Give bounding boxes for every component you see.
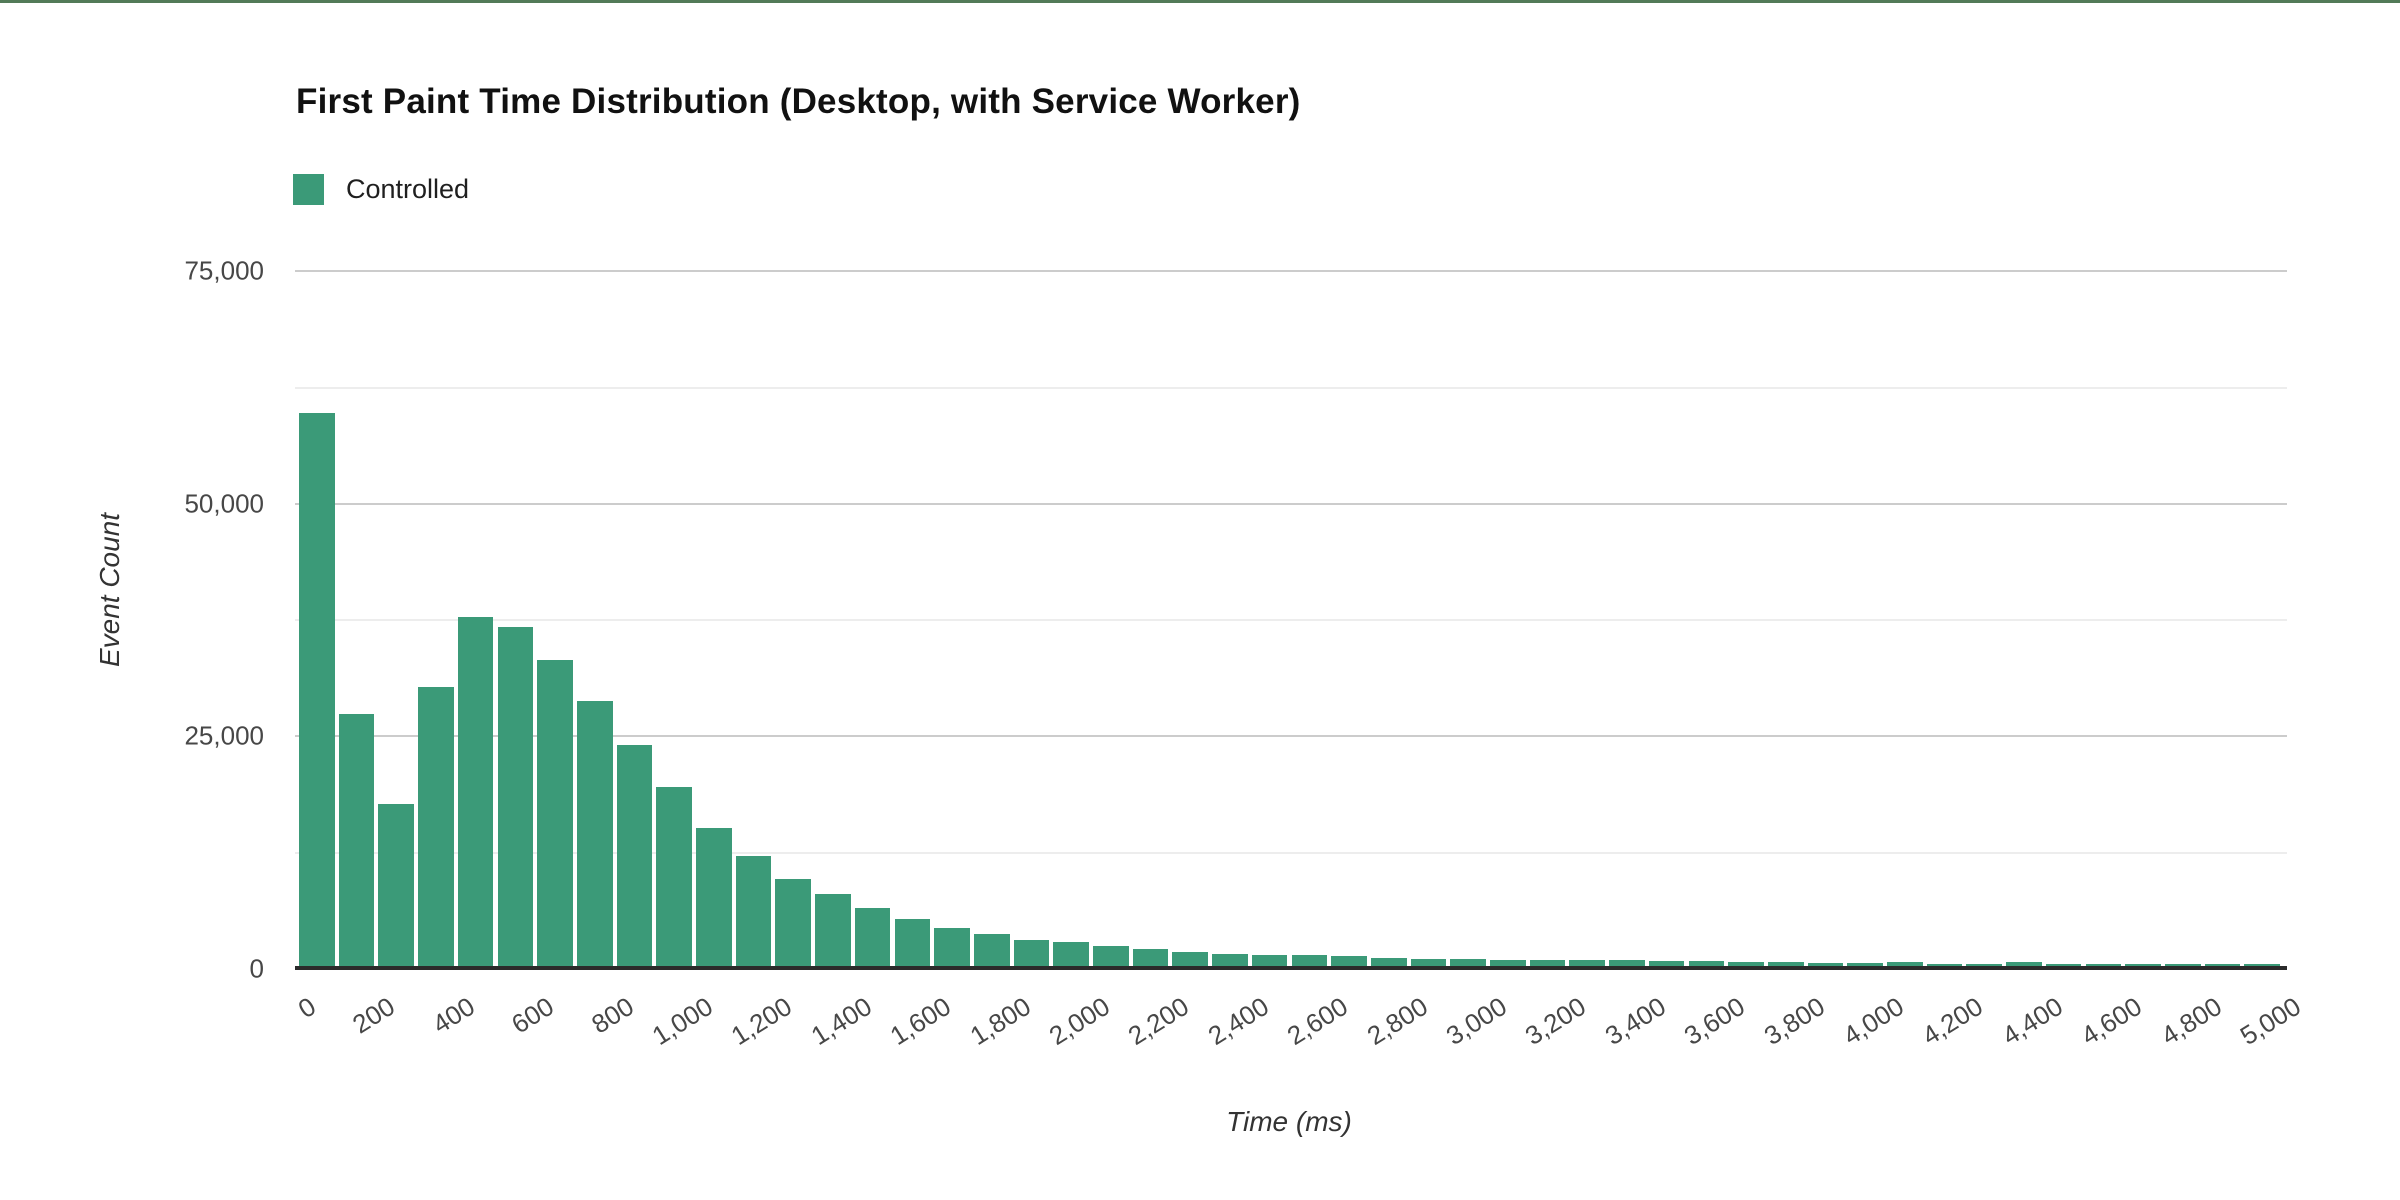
y-tick-label: 75,000: [184, 255, 264, 286]
x-tick-label: 600: [506, 991, 560, 1040]
y-tick-label: 25,000: [184, 720, 264, 751]
x-tick-label: 1,600: [884, 991, 957, 1051]
x-axis-tick-labels: 0 200 400 600 800 1,000 1,200 1,400 1,600 1,800 2,…: [293, 991, 2306, 1071]
x-tick-label: 1,200: [726, 991, 798, 1051]
histogram-bar[interactable]: [1648, 960, 1685, 968]
x-tick-label: 3,800: [1758, 991, 1830, 1051]
y-tick-label: 50,000: [184, 488, 264, 519]
histogram-bar[interactable]: [735, 856, 772, 968]
legend[interactable]: Controlled: [293, 173, 469, 205]
x-tick-label: 3,400: [1599, 991, 1671, 1051]
histogram-bar[interactable]: [656, 786, 692, 968]
major-gridline: [295, 502, 2287, 505]
histogram-bar[interactable]: [497, 626, 534, 968]
x-tick-label: 4,400: [1996, 991, 2068, 1051]
y-axis-title: Event Count: [94, 512, 125, 668]
histogram-bar[interactable]: [1013, 939, 1050, 968]
histogram-bar[interactable]: [576, 701, 613, 968]
x-tick-label: 2,400: [1202, 991, 1274, 1051]
histogram-bar[interactable]: [1370, 957, 1407, 968]
histogram-bar[interactable]: [418, 687, 454, 968]
histogram-bar[interactable]: [1490, 959, 1526, 968]
x-tick-label: 1,000: [646, 991, 718, 1051]
histogram-bar[interactable]: [1688, 961, 1725, 968]
histogram-bar[interactable]: [2125, 963, 2161, 968]
y-tick-label: 0: [249, 953, 264, 984]
histogram-bar[interactable]: [1450, 959, 1486, 968]
histogram-bar[interactable]: [1172, 951, 1209, 968]
page-top-accent-bar: [0, 0, 2400, 3]
histogram-bar[interactable]: [1132, 948, 1169, 968]
histogram-bar[interactable]: [1728, 961, 1764, 968]
x-tick-label: 3,000: [1440, 991, 1512, 1051]
x-tick-label: 1,800: [964, 991, 1036, 1051]
minor-gridline: [295, 386, 2287, 389]
x-tick-label: 4,200: [1917, 991, 1989, 1051]
histogram-bar[interactable]: [1212, 953, 1248, 968]
x-tick-label: 3,600: [1678, 991, 1751, 1051]
legend-swatch-controlled: [293, 173, 324, 205]
x-tick-label: 5,000: [2234, 991, 2306, 1051]
histogram-bar[interactable]: [775, 878, 812, 968]
histogram-bar[interactable]: [1847, 962, 1883, 968]
chart-title: First Paint Time Distribution (Desktop, …: [296, 82, 1301, 121]
histogram-bar[interactable]: [894, 918, 931, 968]
histogram-bar[interactable]: [1529, 960, 1566, 968]
histogram-bar[interactable]: [934, 928, 970, 968]
x-tick-label: 0: [292, 991, 321, 1025]
histogram-bar[interactable]: [338, 714, 375, 968]
x-tick-label: 4,800: [2155, 991, 2227, 1051]
histogram-bar[interactable]: [1767, 962, 1804, 968]
x-tick-label: 4,600: [2075, 991, 2148, 1051]
histogram-bar[interactable]: [1251, 954, 1288, 968]
histogram-bar[interactable]: [1887, 962, 1923, 968]
legend-label-controlled: Controlled: [346, 173, 470, 204]
x-tick-label: 1,400: [805, 991, 877, 1051]
histogram-bar[interactable]: [854, 908, 891, 968]
histogram-bar[interactable]: [1331, 956, 1367, 968]
histogram-bar[interactable]: [815, 893, 851, 968]
histogram-bar[interactable]: [537, 660, 573, 968]
x-tick-label: 400: [426, 991, 480, 1040]
minor-gridline: [295, 851, 2287, 854]
histogram-bar[interactable]: [378, 804, 415, 968]
x-tick-label: 2,200: [1123, 991, 1195, 1051]
histogram-bar[interactable]: [457, 617, 494, 968]
histogram-bar[interactable]: [2006, 962, 2042, 968]
x-tick-label: 2,600: [1281, 991, 1354, 1051]
plot-area: 0 200 400 600 800 1,000 1,200 1,400 1,600 1,800 2,…: [184, 155, 2305, 1051]
histogram-bar[interactable]: [1291, 955, 1328, 968]
histogram-bar[interactable]: [616, 744, 653, 968]
x-axis-line: [295, 966, 2287, 970]
x-tick-label: 4,000: [1837, 991, 1909, 1051]
histogram-bar[interactable]: [1807, 962, 1844, 968]
x-tick-label: 2,000: [1043, 991, 1115, 1051]
x-axis-title: Time (ms): [1226, 1106, 1352, 1137]
histogram-bar[interactable]: [1410, 958, 1447, 968]
histogram-bar[interactable]: [299, 412, 335, 968]
x-tick-label: 3,200: [1520, 991, 1592, 1051]
x-tick-label: 2,800: [1361, 991, 1433, 1051]
x-tick-label: 200: [347, 991, 401, 1040]
minor-gridline: [295, 619, 2287, 622]
histogram-bar[interactable]: [1609, 960, 1645, 968]
histogram-bar[interactable]: [973, 934, 1010, 968]
histogram-bar[interactable]: [1569, 960, 1606, 968]
histogram-bar[interactable]: [1053, 942, 1089, 968]
x-tick-label: 800: [585, 991, 639, 1040]
histogram-bar[interactable]: [1093, 945, 1129, 968]
major-gridline: [295, 270, 2287, 273]
major-gridline: [295, 735, 2287, 738]
histogram-bar[interactable]: [696, 827, 732, 968]
